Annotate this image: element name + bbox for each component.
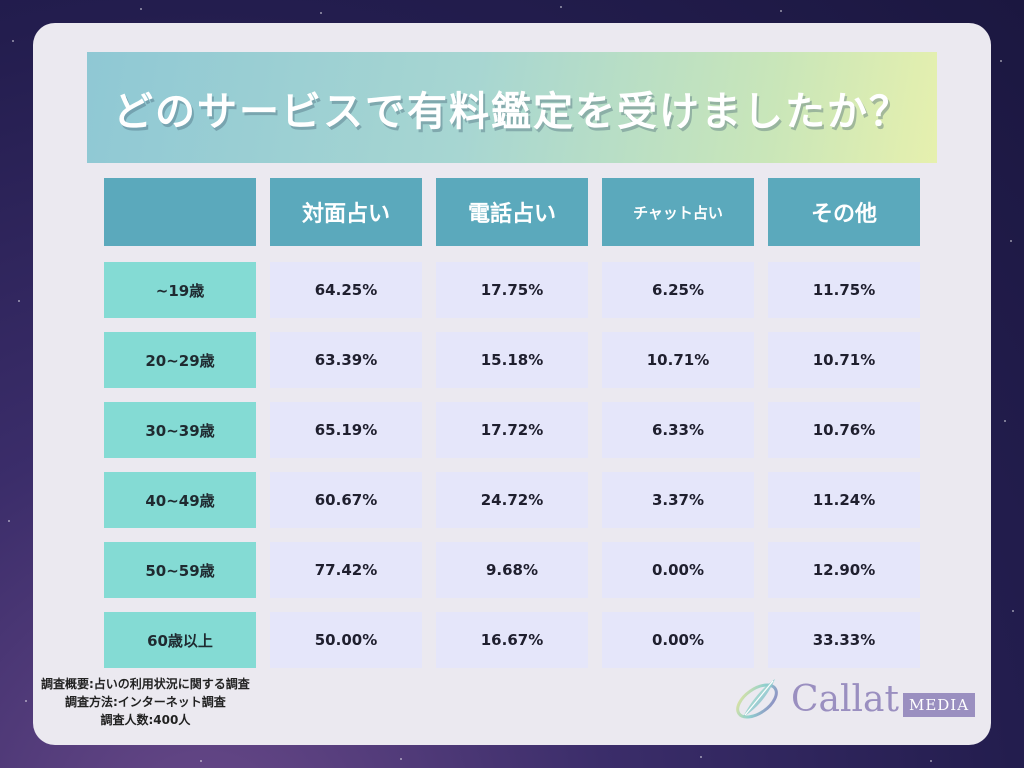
callat-media-logo: Callat MEDIA [729, 671, 976, 727]
table-cell: 3.37% [602, 472, 754, 528]
table-cell: 33.33% [768, 612, 920, 668]
logo-name: Callat [791, 678, 899, 720]
table-cell: 60.67% [270, 472, 422, 528]
table-corner-header [104, 178, 256, 246]
table-cell: 10.71% [768, 332, 920, 388]
table-cell: 63.39% [270, 332, 422, 388]
table-cell: 17.75% [436, 262, 588, 318]
table-cell: 10.71% [602, 332, 754, 388]
content-card: どのサービスで有料鑑定を受けましたか？ 対面占い 電話占い チャット占い その他… [33, 23, 991, 745]
title-banner: どのサービスで有料鑑定を受けましたか？ [87, 52, 937, 163]
table-cell: 12.90% [768, 542, 920, 598]
table-cell: 11.75% [768, 262, 920, 318]
survey-method: 調査方法:インターネット調査 [65, 695, 226, 709]
page-title: どのサービスで有料鑑定を受けましたか？ [113, 88, 911, 135]
table-cell: 11.24% [768, 472, 920, 528]
table-cell: 65.19% [270, 402, 422, 458]
survey-count: 調査人数:400人 [100, 713, 191, 727]
table-cell: 9.68% [436, 542, 588, 598]
row-label: 20~29歳 [104, 332, 256, 388]
table-cell: 15.18% [436, 332, 588, 388]
table-cell: 6.33% [602, 402, 754, 458]
table-cell: 16.67% [436, 612, 588, 668]
table-cell: 6.25% [602, 262, 754, 318]
table-cell: 0.00% [602, 612, 754, 668]
table-cell: 64.25% [270, 262, 422, 318]
row-label: 30~39歳 [104, 402, 256, 458]
column-header-phone: 電話占い [436, 178, 588, 246]
table-cell: 24.72% [436, 472, 588, 528]
row-label: ~19歳 [104, 262, 256, 318]
logo-suffix: MEDIA [902, 693, 976, 717]
table-cell: 17.72% [436, 402, 588, 458]
row-label: 60歳以上 [104, 612, 256, 668]
row-label: 40~49歳 [104, 472, 256, 528]
row-label: 50~59歳 [104, 542, 256, 598]
table-cell: 0.00% [602, 542, 754, 598]
column-header-face-to-face: 対面占い [270, 178, 422, 246]
table-cell: 50.00% [270, 612, 422, 668]
column-header-other: その他 [768, 178, 920, 246]
feather-logo-icon [736, 679, 778, 719]
survey-overview: 調査概要:占いの利用状況に関する調査 [41, 677, 250, 691]
table-cell: 77.42% [270, 542, 422, 598]
survey-footnote: 調査概要:占いの利用状況に関する調査 調査方法:インターネット調査 調査人数:4… [41, 675, 250, 729]
table-cell: 10.76% [768, 402, 920, 458]
column-header-chat: チャット占い [602, 178, 754, 246]
